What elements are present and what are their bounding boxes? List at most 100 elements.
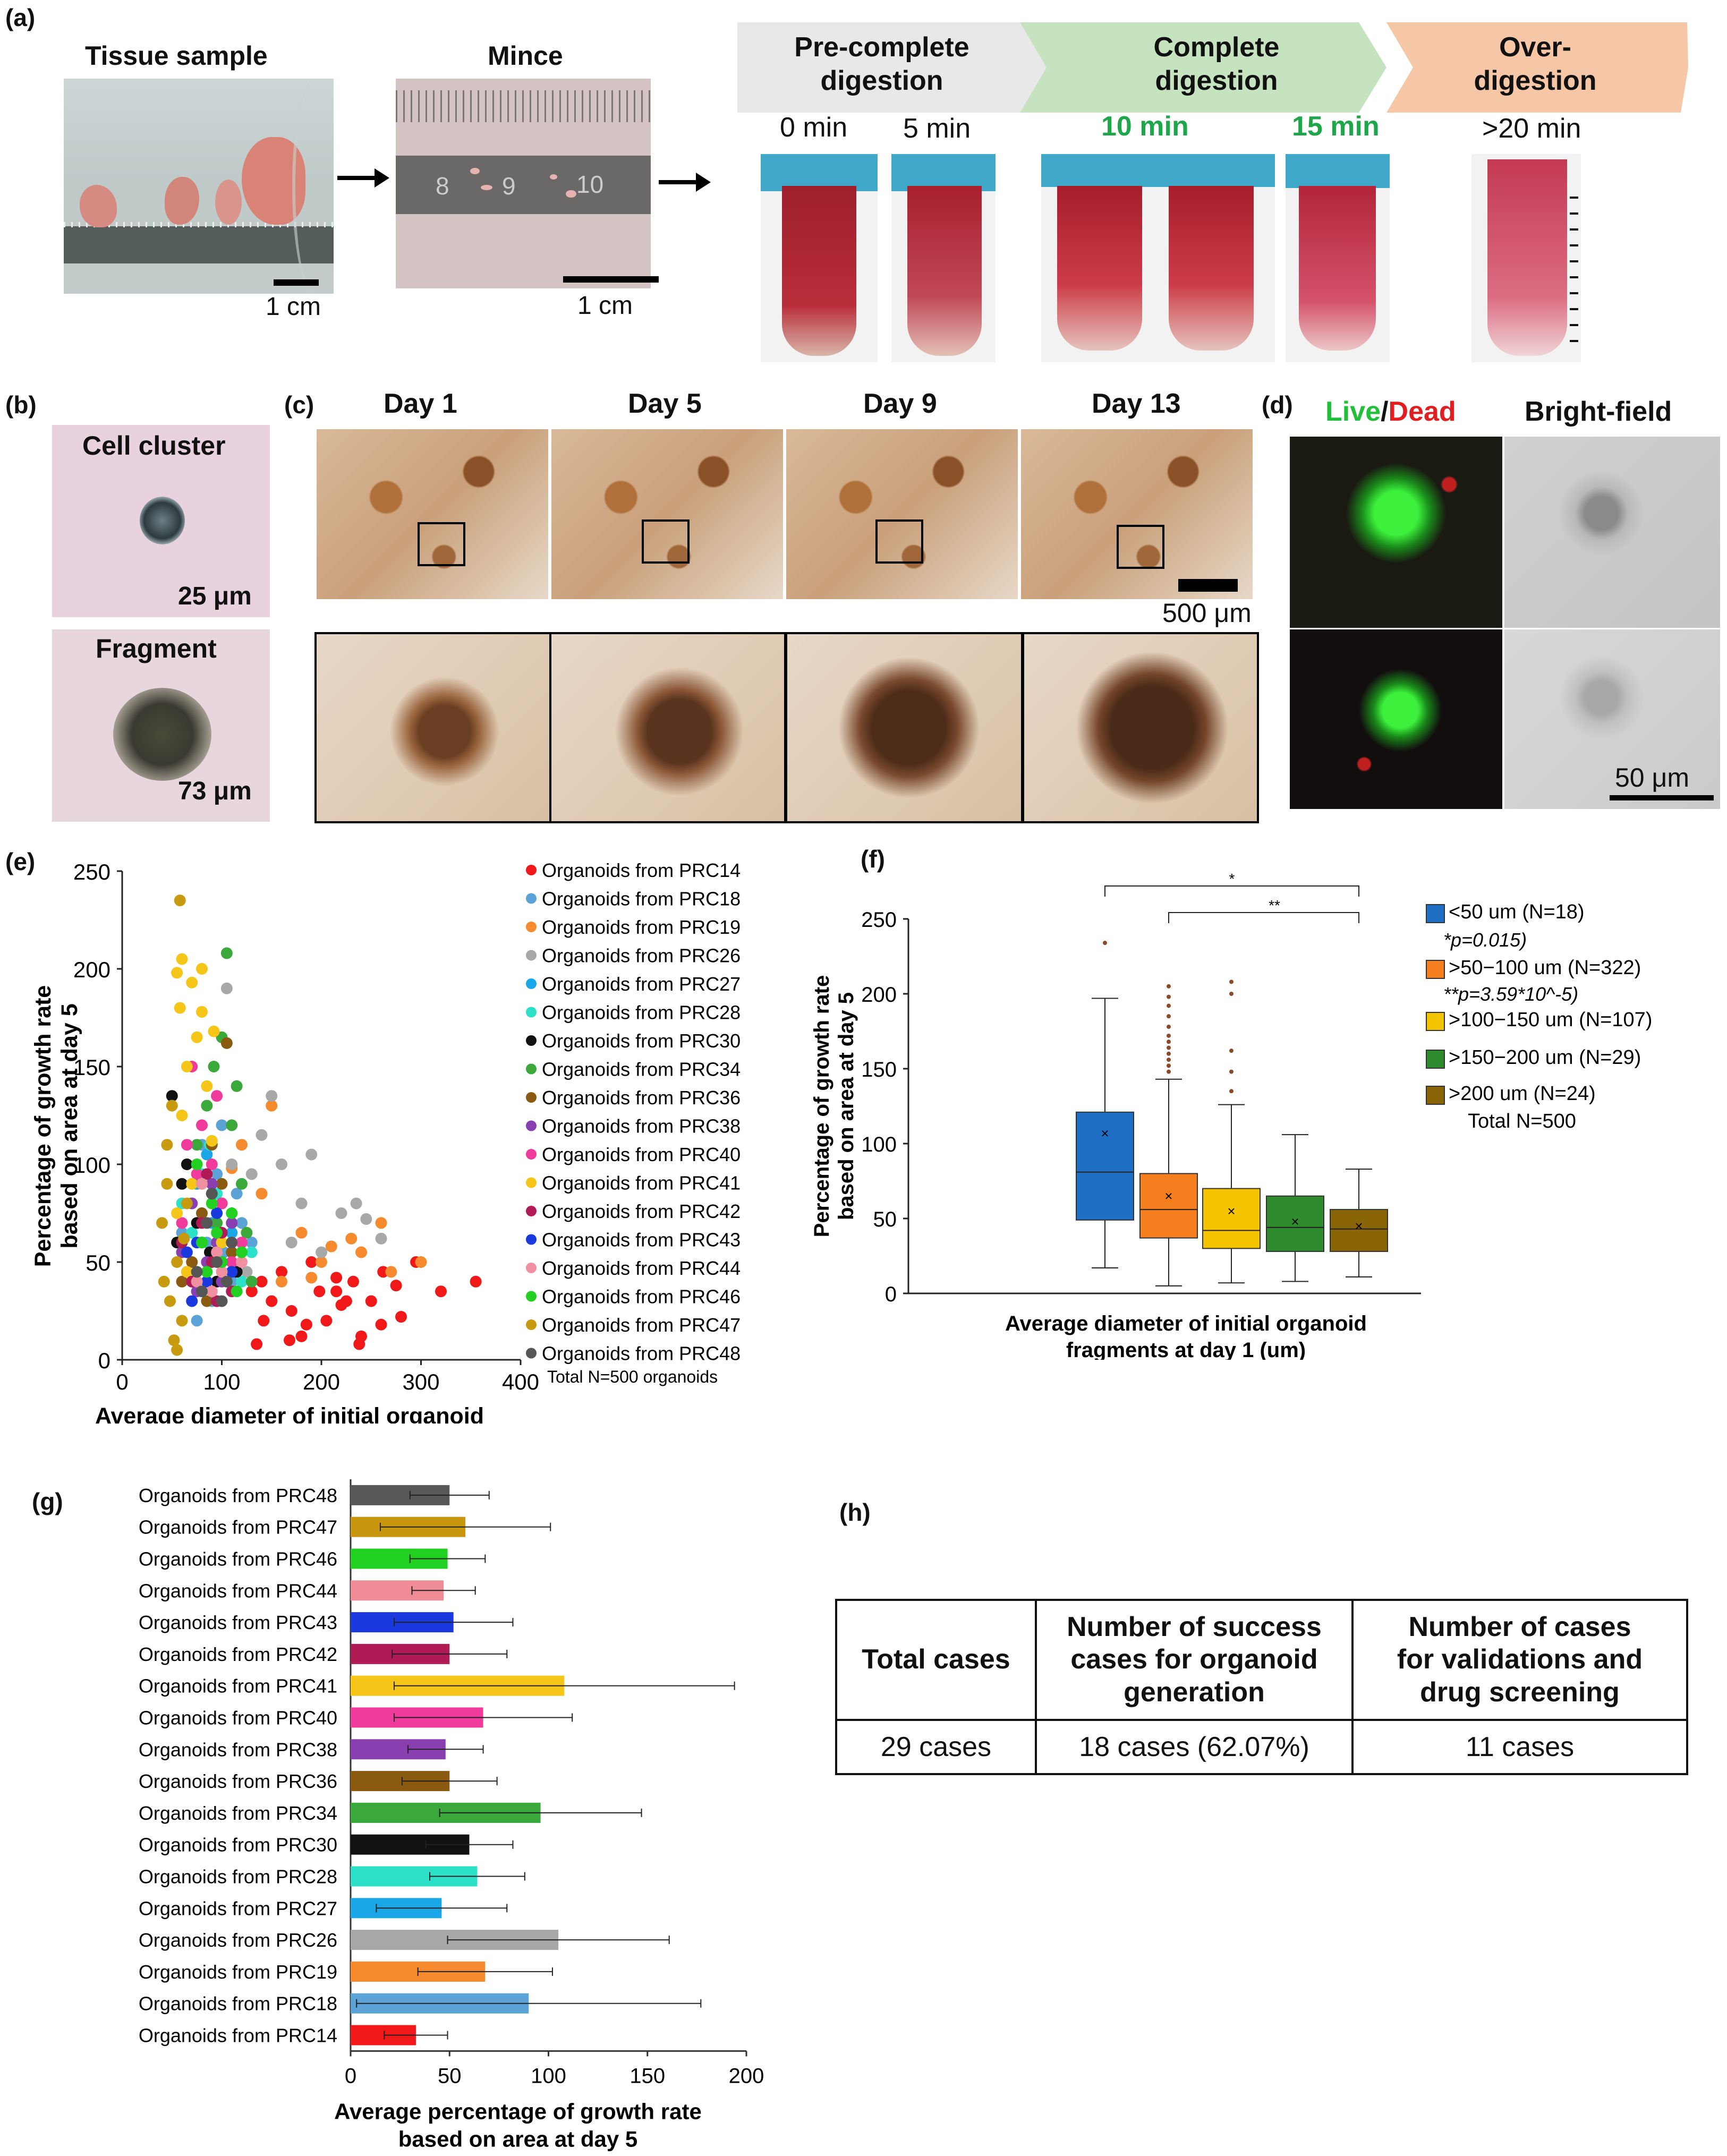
y-tick-label: 50 [86,1250,110,1275]
day1-zoom-photo [314,632,551,823]
box-outlier [1167,1025,1171,1029]
panel-label-h: (h) [839,1498,871,1526]
y-tick-label: 250 [73,859,110,884]
panel-label-c: (c) [284,391,314,419]
scatter-point [196,1237,208,1249]
table-cell-success: 18 cases (62.07%) [1035,1719,1354,1775]
bar-category-label: Organoids from PRC40 [139,1707,337,1729]
scatter-point [316,1246,327,1258]
x-tick-label: 300 [402,1369,439,1394]
panel-label-d: (d) [1262,391,1293,419]
scatter-point [347,1275,359,1288]
legend-label: Organoids from PRC27 [542,973,741,995]
scatter-point [226,1266,238,1278]
scatter-point [186,1178,198,1190]
scatter-point [176,1275,188,1288]
mince-scale-bar [563,276,659,283]
stage-pre-complete-chevron [737,22,1051,113]
y-tick-label: 50 [873,1208,897,1231]
legend-marker [526,1348,537,1359]
sig-bracket-2 [1168,912,1359,923]
scatter-point [191,1275,203,1288]
scatter-point [206,1135,218,1147]
tissue-sample-photo [64,79,334,294]
scatter-point [176,1315,188,1327]
scatter-point [196,963,208,975]
legend-swatch [1426,904,1445,923]
box-outlier [1103,941,1107,945]
scatter-point [365,1295,377,1307]
scatter-point [171,1256,183,1268]
legend-label: Organoids from PRC36 [542,1087,741,1109]
legend-marker [526,1177,537,1188]
scatter-point [245,1237,258,1249]
x-axis-label: Average diameter of initial organoid [95,1403,484,1424]
scatter-point [320,1315,333,1327]
scatter-point [345,1232,358,1245]
bar-chart-g: 0 50 100 150 200 Organoids from PRC48 Organoid… [139,1479,764,2151]
legend-note: Total N=500 organoids [547,1367,718,1386]
panel-label-g: (g) [32,1488,63,1515]
legend-marker [526,978,537,989]
x-tick-label: 50 [438,2064,462,2087]
legend-label: Organoids from PRC44 [542,1257,741,1279]
scatter-point [335,1299,347,1311]
legend-label: >50−100 um (N=322) [1449,957,1641,979]
scatter-point [300,1318,312,1331]
cell-cluster-photo [52,425,270,617]
scatter-point [174,1002,186,1014]
scatter-point [226,1256,238,1268]
scatter-point [181,1139,193,1151]
box-outlier [1167,1014,1171,1019]
legend-swatch [1426,960,1445,979]
scatter-point [186,976,198,988]
legend-marker [526,1092,537,1103]
mince-scale-label: 1 cm [577,292,633,320]
scatter-point [245,1168,258,1180]
scatter-point [375,1217,387,1229]
x-tick-label: 100 [203,1369,240,1394]
dead-label: Dead [1388,396,1456,427]
pvalue-2: **p=3.59*10^-5) [1443,983,1578,1005]
scatter-point [470,1275,482,1288]
legend-swatch [1426,1050,1445,1069]
scatter-point [360,1213,372,1225]
scatter-point [216,1178,228,1190]
scatter-point [226,1217,238,1229]
scatter-point [206,1285,218,1298]
scatter-point [276,1275,287,1288]
tube-photo-10min [1041,154,1275,362]
box-outlier [1229,979,1233,984]
scatter-point [161,1139,173,1151]
day5-zoom-photo [549,632,786,823]
scatter-point [211,1207,223,1219]
legend-label: Organoids from PRC47 [542,1314,741,1336]
legend-marker [526,1291,537,1302]
scatter-point [166,1100,178,1112]
box-body [1202,1188,1261,1249]
scatter-point [330,1272,343,1284]
legend-label: >150−200 um (N=29) [1449,1046,1641,1069]
legend-label: Organoids from PRC26 [542,945,741,967]
scatter-point [211,1226,223,1239]
scatter-point [191,1266,203,1278]
scatter-point [201,1080,213,1092]
box-outlier [1167,984,1171,988]
scatter-point [211,1168,223,1180]
legend-marker [526,922,537,932]
scatter-point [236,1139,248,1151]
scatter-point [350,1197,362,1209]
scatter-point [181,1266,193,1278]
bar-category-label: Organoids from PRC26 [139,1929,337,1951]
legend-label: Organoids from PRC19 [542,916,741,938]
scatter-point [206,1197,218,1209]
scatter-point [385,1266,397,1278]
scatter-point [284,1334,295,1347]
table-cell-validation: 11 cases [1351,1719,1688,1775]
mince-title: Mince [488,41,563,71]
box-outlier [1167,1058,1171,1062]
scatter-point [211,1217,223,1229]
mince-photo: 8 9 10 [396,79,651,288]
scatter-point [174,894,186,907]
scatter-point [211,1090,223,1102]
